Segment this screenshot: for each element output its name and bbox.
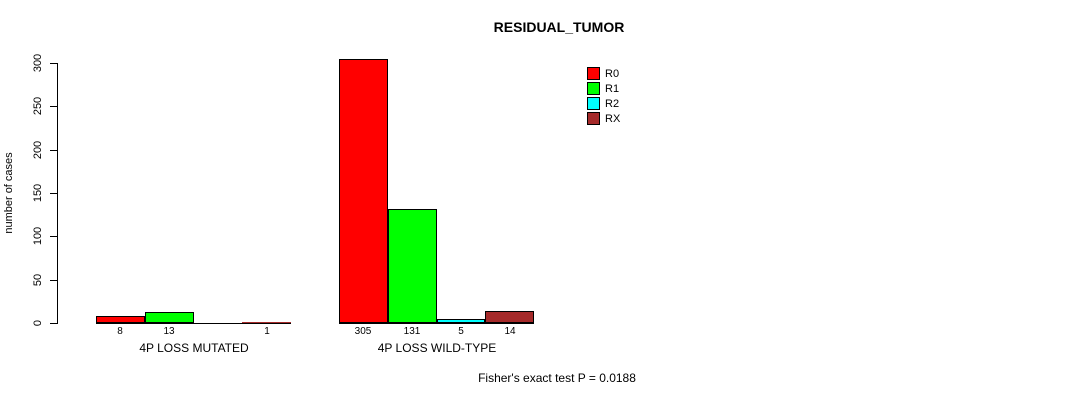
x-baseline — [96, 323, 291, 324]
legend-swatch-icon — [587, 67, 600, 80]
group-label: 4P LOSS WILD-TYPE — [377, 341, 497, 355]
bar-value-label: 131 — [403, 326, 421, 337]
y-tick — [50, 280, 57, 281]
y-tick-label: 50 — [32, 273, 44, 287]
group-label: 4P LOSS MUTATED — [139, 341, 249, 355]
y-tick — [50, 193, 57, 194]
legend-swatch-icon — [587, 112, 600, 125]
legend-label: R1 — [605, 82, 620, 95]
y-tick-label: 100 — [32, 226, 44, 246]
bar-r1-2 — [388, 209, 437, 323]
annotation-text: Fisher's exact test P = 0.0188 — [478, 371, 636, 385]
y-tick — [50, 150, 57, 151]
x-baseline — [339, 323, 534, 324]
y-tick-label: 250 — [32, 96, 44, 116]
bar-value-label: 8 — [117, 326, 123, 337]
bar-r1-1 — [145, 312, 194, 323]
y-tick — [50, 63, 57, 64]
y-tick — [50, 323, 57, 324]
y-tick — [50, 236, 57, 237]
legend: R0 R1 R2 RX — [587, 66, 620, 126]
y-tick-label: 150 — [32, 183, 44, 203]
bar-r0-2 — [339, 59, 388, 323]
chart-title: RESIDUAL_TUMOR — [493, 19, 625, 35]
legend-item-r2: R2 — [587, 96, 620, 111]
bar-r2-2 — [437, 319, 485, 323]
legend-swatch-icon — [587, 82, 600, 95]
y-tick-label: 300 — [32, 53, 44, 73]
legend-label: R2 — [605, 97, 620, 110]
y-axis-line — [57, 63, 58, 324]
bar-value-label: 1 — [264, 326, 270, 337]
legend-label: RX — [605, 112, 621, 125]
bar-rx-2 — [485, 311, 534, 323]
legend-item-r1: R1 — [587, 81, 620, 96]
bar-value-label: 14 — [504, 326, 516, 337]
y-tick — [50, 106, 57, 107]
legend-item-rx: RX — [587, 111, 620, 126]
y-tick-label: 200 — [32, 140, 44, 160]
bar-value-label: 13 — [163, 326, 175, 337]
legend-swatch-icon — [587, 97, 600, 110]
y-tick-label: 0 — [32, 319, 44, 327]
bar-r0-1 — [96, 316, 145, 323]
legend-label: R0 — [605, 67, 620, 80]
bar-rx-1 — [242, 322, 291, 323]
bar-value-label: 5 — [458, 326, 464, 337]
bar-value-label: 305 — [354, 326, 372, 337]
legend-item-r0: R0 — [587, 66, 620, 81]
